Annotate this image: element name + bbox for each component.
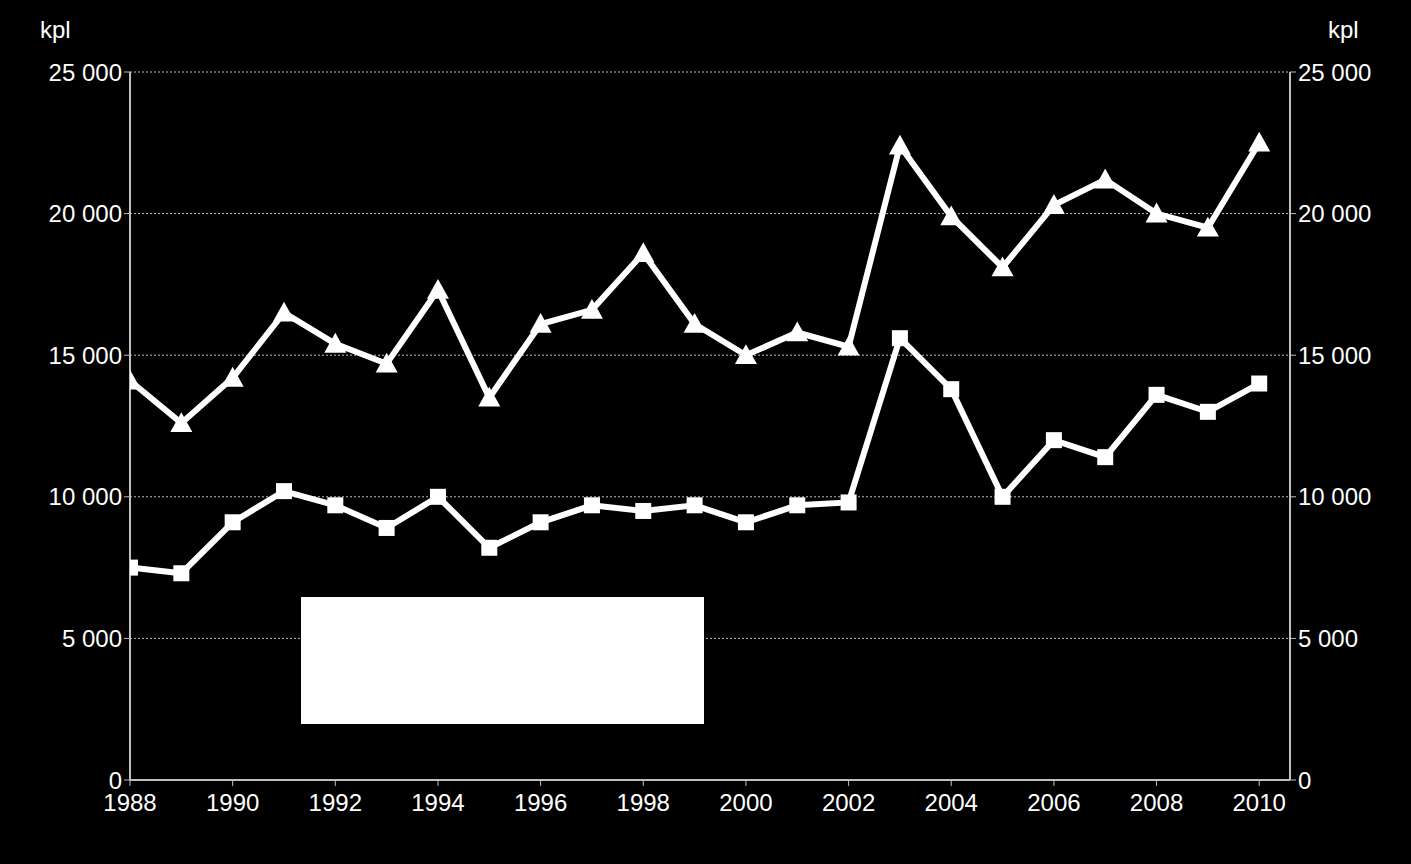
- html-text:kpl: kpl: [1328, 16, 1359, 43]
- svg-text:1990: 1990: [206, 789, 259, 816]
- svg-text:1992: 1992: [309, 789, 362, 816]
- svg-text:25 000: 25 000: [49, 59, 122, 86]
- svg-text:20 000: 20 000: [49, 200, 122, 227]
- svg-text:2010: 2010: [1233, 789, 1286, 816]
- svg-text:2008: 2008: [1130, 789, 1183, 816]
- svg-text:1988: 1988: [103, 789, 157, 816]
- svg-text:1998: 1998: [617, 789, 670, 816]
- svg-text:15 000: 15 000: [1298, 342, 1371, 369]
- svg-text:0: 0: [109, 767, 122, 794]
- svg-text:20 000: 20 000: [1298, 200, 1371, 227]
- svg-text:2004: 2004: [925, 789, 978, 816]
- svg-text:0: 0: [1298, 767, 1311, 794]
- svg-text:15 000: 15 000: [49, 342, 122, 369]
- svg-text:5 000: 5 000: [62, 625, 122, 652]
- svg-text:2006: 2006: [1027, 789, 1080, 816]
- svg-text:5 000: 5 000: [1298, 625, 1358, 652]
- svg-text:1996: 1996: [514, 789, 567, 816]
- svg-text:2000: 2000: [719, 789, 772, 816]
- html-text:kpl: kpl: [40, 16, 71, 43]
- svg-text:1994: 1994: [411, 789, 464, 816]
- svg-text:10 000: 10 000: [49, 483, 122, 510]
- svg-text:10 000: 10 000: [1298, 483, 1371, 510]
- svg-text:2002: 2002: [822, 789, 875, 816]
- svg-text:25 000: 25 000: [1298, 59, 1371, 86]
